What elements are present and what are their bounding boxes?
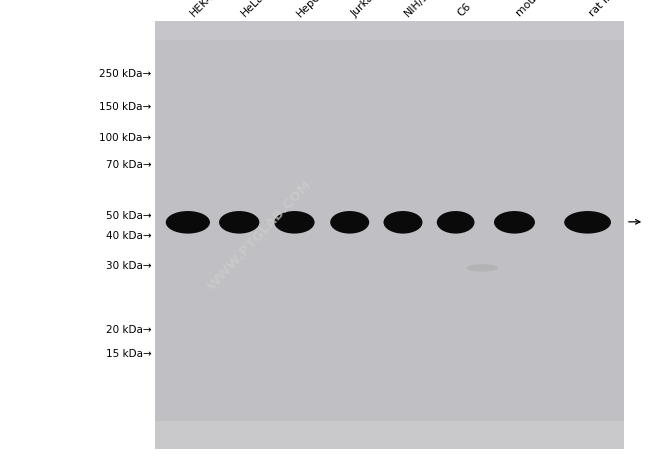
Text: 15 kDa→: 15 kDa→ (106, 349, 151, 359)
Text: 100 kDa→: 100 kDa→ (99, 133, 151, 143)
Text: HEK-293: HEK-293 (188, 0, 228, 19)
Text: C6: C6 (456, 1, 473, 19)
Ellipse shape (384, 211, 423, 234)
Text: Jurkat: Jurkat (350, 0, 379, 19)
Text: 250 kDa→: 250 kDa→ (99, 69, 151, 79)
Ellipse shape (564, 211, 611, 234)
Bar (155, 421, 624, 449)
Text: 30 kDa→: 30 kDa→ (106, 260, 151, 271)
Bar (155, 21, 624, 449)
Text: 20 kDa→: 20 kDa→ (106, 325, 151, 336)
Text: NIH/3T3: NIH/3T3 (403, 0, 441, 19)
Text: WWW.PTGLAB.COM: WWW.PTGLAB.COM (205, 177, 315, 293)
Ellipse shape (467, 264, 498, 272)
Ellipse shape (274, 211, 315, 234)
Bar (155, 21, 624, 40)
Text: 50 kDa→: 50 kDa→ (106, 211, 151, 221)
Text: 40 kDa→: 40 kDa→ (106, 231, 151, 242)
Text: mouse liver: mouse liver (515, 0, 567, 19)
Text: 70 kDa→: 70 kDa→ (106, 160, 151, 171)
Ellipse shape (494, 211, 535, 234)
Ellipse shape (330, 211, 369, 234)
Ellipse shape (437, 211, 474, 234)
Ellipse shape (166, 211, 210, 234)
Ellipse shape (219, 211, 259, 234)
Text: 150 kDa→: 150 kDa→ (99, 102, 151, 112)
Text: HeLa: HeLa (239, 0, 266, 19)
Text: rat liver: rat liver (588, 0, 625, 19)
Text: HepG2: HepG2 (294, 0, 328, 19)
